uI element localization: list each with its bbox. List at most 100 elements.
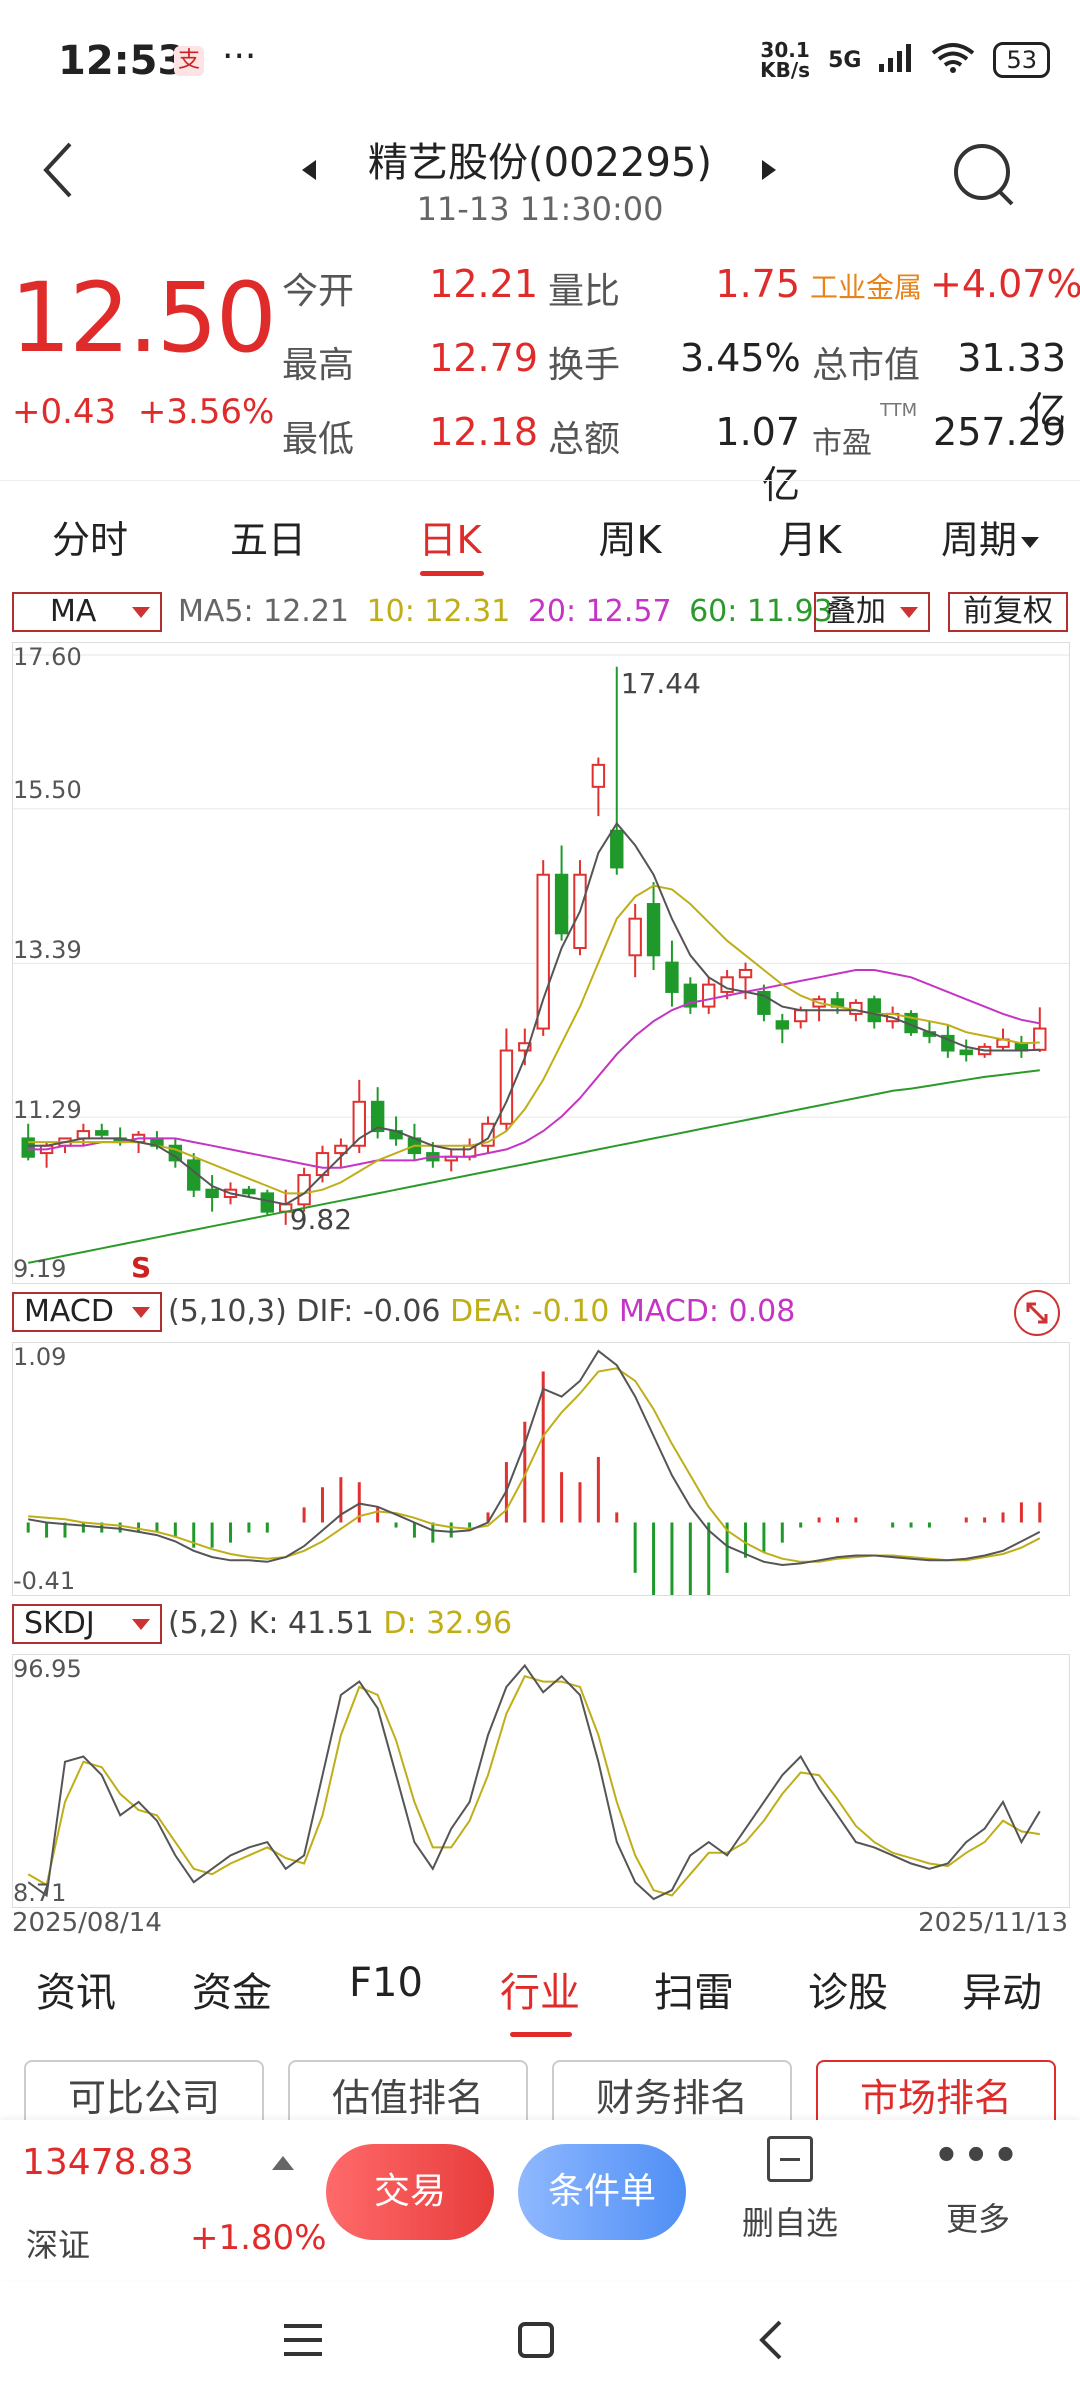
sector-label[interactable]: 工业金属 [810,271,923,304]
ma10-value: 10: 12.31 [366,594,511,629]
remove-watchlist-button[interactable]: 删自选 [730,2136,850,2266]
back-nav-icon[interactable] [758,2320,784,2360]
skdj-selector[interactable]: SKDJ [12,1604,162,1644]
trade-button[interactable]: 交易 [326,2144,494,2240]
period-dropdown-icon [1021,537,1039,548]
open-value: 12.21 [429,262,538,306]
home-nav-icon[interactable] [518,2322,554,2358]
status-icons: 30.1 KB/s 5G 53 [760,40,1050,80]
candle-body [518,1042,532,1052]
candle-body [941,1034,955,1052]
pe-value: 257.29 [933,410,1066,454]
ma60-value: 60: 11.93 [689,594,833,629]
ma-values: MA5: 12.21 10: 12.31 20: 12.57 60: 11.93 [178,594,833,629]
change-value: +0.43 [12,392,117,432]
tab-monthly-k[interactable]: 月K [778,518,842,562]
candle-body [481,1122,495,1147]
candle-body [702,983,716,1008]
macd-chart: 1.09 -0.41 [12,1342,1070,1624]
price-change: +0.43 +3.56% [12,392,274,432]
ma20-line [28,969,1040,1169]
tab-weekly-k[interactable]: 周K [598,518,662,562]
kline-svg [13,654,1069,1264]
skdj-values: (5,2) K: 41.51 D: 32.96 [168,1606,512,1641]
next-stock-icon[interactable] [762,160,776,180]
tab-f10[interactable]: F10 [349,1960,423,2006]
macd-value: MACD: 0.08 [618,1294,796,1329]
skdj-ymax: 96.95 [13,1655,82,1683]
index-name: 深证 [26,2226,91,2264]
macd-ymin: -0.41 [13,1567,76,1595]
tab-five-day[interactable]: 五日 [229,518,306,562]
ma5-value: MA5: 12.21 [178,594,350,629]
dea-line [28,1367,1041,1563]
candle-body [297,1174,311,1206]
tab-period[interactable]: 周期 [920,509,1060,564]
index-value: 13478.83 [22,2142,194,2183]
tab-capital[interactable]: 资金 [192,1970,272,2016]
macd-params: (5,10,3) [168,1294,287,1329]
menu-nav-icon[interactable] [284,2324,322,2356]
ma-selector[interactable]: MA [12,592,162,632]
kline-chart[interactable]: 17.60 15.50 13.39 11.29 9.19 S 17.44 9.8… [12,642,1070,1284]
candle-body [775,1020,790,1030]
candle-body [95,1130,109,1136]
candle-body [628,917,642,957]
overlay-dropdown-icon [900,606,918,618]
candle-body [959,1049,973,1056]
stock-title: 精艺股份(002295) [368,140,712,186]
candle-body [554,873,569,935]
network-label: 5G [828,47,862,73]
y-tick-top: 17.60 [13,643,82,671]
macd-selector-label: MACD [24,1294,114,1329]
macd-dropdown-icon [132,1306,150,1318]
d-value: D: 32.96 [383,1606,513,1641]
low-label: 最低 [282,419,355,460]
high-value: 12.79 [429,336,538,380]
stock-timestamp: 11-13 11:30:00 [416,190,664,228]
skdj-ymin: 8.71 [13,1879,67,1907]
condition-order-button[interactable]: 条件单 [518,2144,686,2240]
k-line [27,1663,1041,1901]
tab-industry[interactable]: 行业 [500,1970,580,2016]
high-price-label: 17.44 [620,666,701,700]
ma60-line [28,1069,1040,1264]
candle-body [242,1188,256,1195]
tab-abnormal[interactable]: 异动 [962,1970,1042,2016]
status-time: 12:53 [58,38,186,84]
more-button[interactable]: ••• 更多 [918,2136,1038,2266]
tab-daily-k[interactable]: 日K [418,518,482,562]
candle-body [646,903,661,957]
more-label: 更多 [945,2200,1010,2238]
index-up-icon [272,2156,294,2170]
y-tick-3: 13.39 [13,936,82,964]
candle-body [610,829,624,869]
candle-body [683,983,698,1008]
overlay-selector[interactable]: 叠加 [814,592,930,632]
date-start: 2025/08/14 [12,1908,162,1938]
signal-icon [879,42,913,79]
ma-selector-label: MA [50,594,97,629]
change-percent: +3.56% [137,392,275,432]
period-tabs: 分时 五日 日K 周K 月K 周期 [0,480,1080,581]
tab-news[interactable]: 资讯 [36,1970,116,2016]
expand-icon[interactable] [1014,1290,1060,1336]
sector-change: +4.07% [930,262,1080,306]
adjust-button[interactable]: 前复权 [948,592,1068,632]
candle-body [76,1130,91,1140]
tab-diagnosis[interactable]: 诊股 [808,1970,888,2016]
prev-stock-icon[interactable] [302,160,316,180]
tab-risk-scan[interactable]: 扫雷 [654,1970,734,2016]
candle-body [867,998,881,1023]
overlay-label: 叠加 [826,594,886,629]
remove-watchlist-label: 删自选 [741,2204,838,2242]
pe-ttm-sup: TTM [880,400,918,421]
low-value: 12.18 [429,410,538,454]
wifi-icon [931,41,975,80]
adjust-label: 前复权 [963,594,1053,629]
tab-intraday[interactable]: 分时 [51,518,128,562]
back-icon[interactable] [38,140,78,200]
search-icon[interactable] [950,140,1020,210]
macd-selector[interactable]: MACD [12,1292,162,1332]
candle-body [499,1049,514,1125]
